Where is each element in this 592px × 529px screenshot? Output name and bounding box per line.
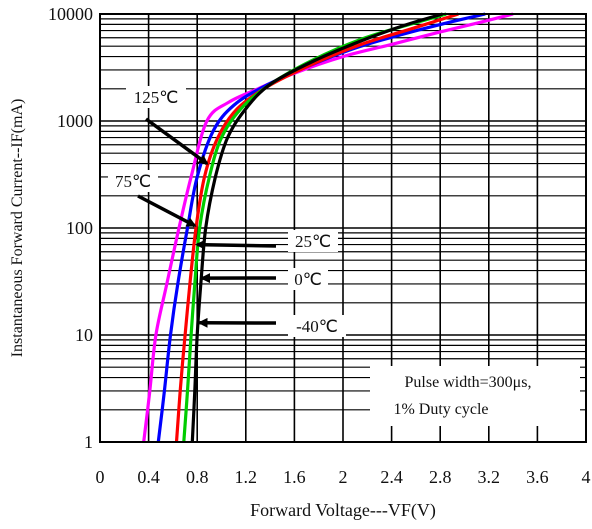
x-tick-label: 4	[582, 467, 591, 487]
x-axis-label: Forward Voltage---VF(V)	[250, 500, 436, 521]
annotation-label-bg	[288, 230, 338, 252]
x-tick-label: 3.6	[526, 467, 549, 487]
y-axis-label: Instantaneous Forward Current--IF(mA)	[9, 99, 26, 358]
tick-labels: 0 0.4 0.8 1.2 1.6 2 2.4 2.8 3.2 3.6 4 1 10 100 1000 100…	[48, 4, 591, 487]
x-tick-label: 0.4	[137, 467, 160, 487]
series-line	[190, 12, 444, 443]
y-tick-label: 10	[75, 325, 93, 345]
note-background	[370, 366, 580, 426]
annotation-label-bg	[288, 268, 328, 290]
annotations: 125℃ 75℃ 25℃ 0℃ -40℃	[108, 86, 346, 337]
y-tick-label: 1	[84, 432, 93, 452]
annotation-label: 25℃	[295, 232, 331, 251]
note-line-2: 1% Duty cycle	[393, 401, 488, 418]
annotation-label: 0℃	[294, 270, 322, 289]
annotation-arrow	[195, 239, 277, 250]
x-tick-label: 2.4	[380, 467, 403, 487]
annotation-label-bg	[288, 315, 346, 337]
annotation-label: 125℃	[134, 88, 179, 107]
x-tick-label: 2.8	[429, 467, 452, 487]
series-line	[156, 12, 486, 443]
series-line	[142, 12, 514, 443]
x-tick-label: 2	[339, 467, 348, 487]
plot-frame	[99, 13, 587, 443]
annotation-arrow	[144, 117, 209, 165]
annotation-label-bg	[108, 170, 158, 192]
annotation-label: -40℃	[296, 317, 338, 336]
y-tick-label: 100	[66, 218, 93, 238]
note-box: Pulse width=300μs, 1% Duty cycle	[370, 366, 580, 426]
note-line-1: Pulse width=300μs,	[405, 374, 532, 391]
x-tick-label: 1.2	[235, 467, 258, 487]
series-line	[174, 12, 459, 443]
x-tick-label: 0	[96, 467, 105, 487]
series-lines	[142, 12, 514, 443]
annotation-label: 75℃	[115, 172, 151, 191]
x-tick-label: 0.8	[186, 467, 209, 487]
annotation-arrow	[137, 194, 197, 228]
y-tick-label: 1000	[57, 111, 93, 131]
y-tick-label: 10000	[48, 4, 93, 24]
annotation-label-bg	[126, 86, 186, 108]
x-tick-label: 3.2	[478, 467, 501, 487]
x-tick-label: 1.6	[283, 467, 306, 487]
